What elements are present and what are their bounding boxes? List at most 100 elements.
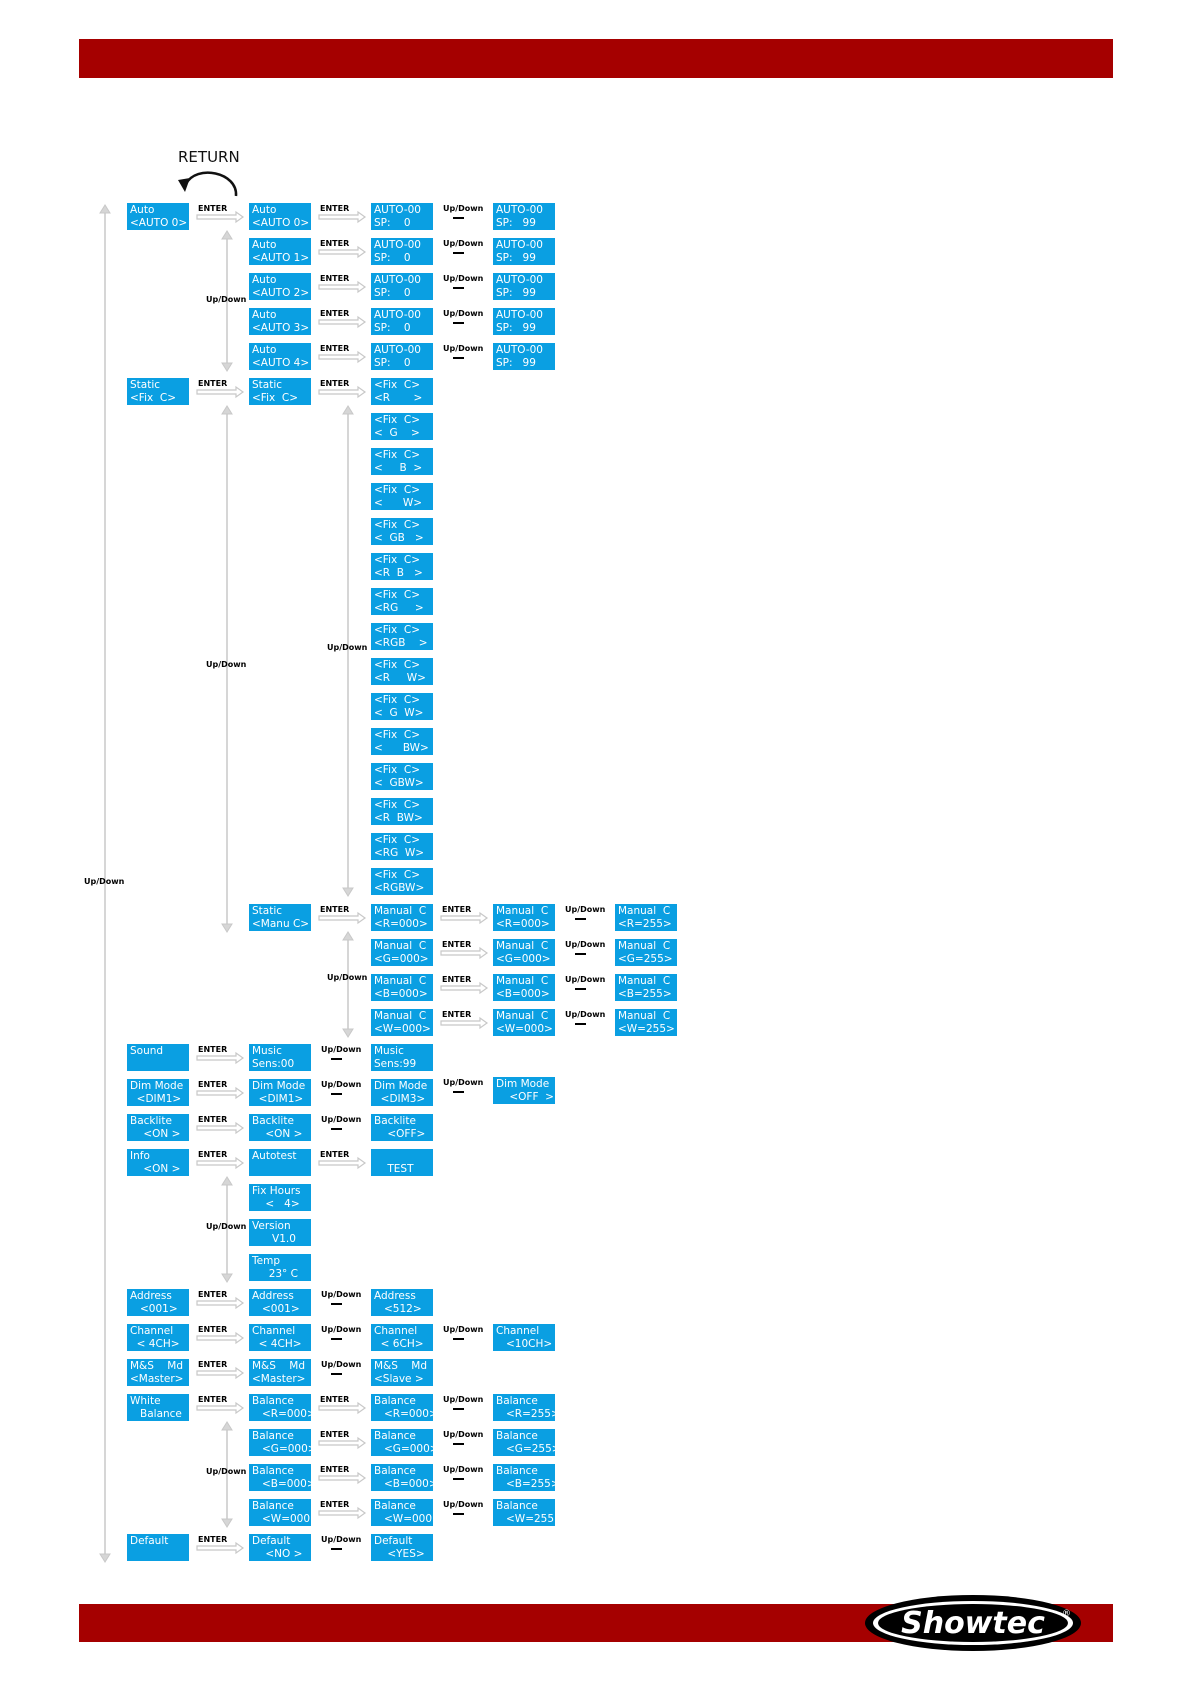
updown-label: Up/Down <box>443 1078 484 1087</box>
updown-label: Up/Down <box>443 1325 484 1334</box>
enter-label: ENTER <box>198 1115 228 1124</box>
balance-updown-label: Up/Down <box>206 1467 247 1476</box>
enter-arrow <box>196 210 245 224</box>
enter-label: ENTER <box>198 1290 228 1299</box>
default-box: Default <NO > <box>249 1534 311 1561</box>
static-manual-box: Static <Manu C> <box>249 904 311 931</box>
updown-label: Up/Down <box>321 1360 362 1369</box>
balance-box: Balance <B=000> <box>249 1464 311 1491</box>
manual-color-max-box: Manual C <G=255> <box>615 939 677 966</box>
main-updown-arrow <box>99 204 111 1563</box>
enter-arrow <box>318 1436 367 1450</box>
updown-dash-mark <box>331 1548 342 1550</box>
enter-label: ENTER <box>442 940 472 949</box>
updown-dash-mark <box>453 1478 464 1480</box>
enter-label: ENTER <box>198 1080 228 1089</box>
enter-arrow <box>318 1471 367 1485</box>
balance-max-box: Balance <G=255> <box>493 1429 555 1456</box>
enter-label: ENTER <box>320 274 350 283</box>
enter-arrow <box>318 911 367 925</box>
auto-updown-arrow <box>221 230 233 372</box>
manual-updown-label: Up/Down <box>327 973 368 982</box>
auto-speed-max-box: AUTO-00 SP: 99 <box>493 273 555 300</box>
balance-updown-arrow <box>221 1421 233 1528</box>
return-arrow-head <box>178 178 190 192</box>
manual-color-max-box: Manual C <W=255> <box>615 1009 677 1036</box>
enter-label: ENTER <box>320 1465 350 1474</box>
enter-label: ENTER <box>320 204 350 213</box>
fix-color-box: <Fix C> < BW> <box>371 728 433 755</box>
fix-color-updown-label: Up/Down <box>327 643 368 652</box>
menu-white-balance-root: White Balance <box>127 1394 189 1421</box>
logo-registered-mark: ® <box>1062 1609 1071 1619</box>
menu-address-root: Address <001> <box>127 1289 189 1316</box>
sound-sens-max-box: Music Sens:99 <box>371 1044 433 1071</box>
manual-color-box: Manual C <B=000> <box>371 974 433 1001</box>
backlite-box: Backlite <ON > <box>249 1114 311 1141</box>
menu-static-root: Static <Fix C> <box>127 378 189 405</box>
updown-dash-mark <box>453 1443 464 1445</box>
info-test-box: TEST <box>371 1149 433 1176</box>
enter-arrow <box>196 385 245 399</box>
fix-color-box: <Fix C> <R BW> <box>371 798 433 825</box>
return-label: RETURN <box>178 148 240 166</box>
enter-arrow <box>318 280 367 294</box>
fix-color-box: <Fix C> < G > <box>371 413 433 440</box>
balance-value-box: Balance <R=000> <box>371 1394 433 1421</box>
info-updown-label: Up/Down <box>206 1222 247 1231</box>
balance-value-box: Balance <W=000> <box>371 1499 433 1526</box>
sound-sens-min-box: Music Sens:00 <box>249 1044 311 1071</box>
static-updown-label: Up/Down <box>206 660 247 669</box>
auto-program-box: Auto <AUTO 2> <box>249 273 311 300</box>
enter-label: ENTER <box>320 309 350 318</box>
updown-label: Up/Down <box>443 1430 484 1439</box>
updown-dash-mark <box>453 322 464 324</box>
enter-arrow <box>440 981 489 995</box>
fix-color-box: <Fix C> <RGBW> <box>371 868 433 895</box>
enter-label: ENTER <box>320 905 350 914</box>
static-fix-box: Static <Fix C> <box>249 378 311 405</box>
default-box: Default <YES> <box>371 1534 433 1561</box>
enter-arrow <box>196 1086 245 1100</box>
updown-dash-mark <box>331 1338 342 1340</box>
balance-value-box: Balance <B=000> <box>371 1464 433 1491</box>
enter-arrow <box>318 350 367 364</box>
master-slave-box: M&S Md <Slave > <box>371 1359 433 1386</box>
updown-dash-mark <box>453 252 464 254</box>
enter-arrow <box>318 210 367 224</box>
manual-color-value-box: Manual C <B=000> <box>493 974 555 1001</box>
auto-program-box: Auto <AUTO 1> <box>249 238 311 265</box>
fix-color-box: <Fix C> < GB > <box>371 518 433 545</box>
menu-backlite-root: Backlite <ON > <box>127 1114 189 1141</box>
fix-color-box: <Fix C> < W> <box>371 483 433 510</box>
balance-value-box: Balance <G=000> <box>371 1429 433 1456</box>
updown-dash-mark <box>575 953 586 955</box>
showtec-logo: Showtec ® <box>862 1592 1084 1654</box>
menu-auto-root: Auto <AUTO 0> <box>127 203 189 230</box>
enter-label: ENTER <box>198 1535 228 1544</box>
enter-label: ENTER <box>198 1360 228 1369</box>
backlite-box: Backlite <OFF> <box>371 1114 433 1141</box>
enter-label: ENTER <box>320 239 350 248</box>
enter-arrow <box>196 1296 245 1310</box>
updown-label: Up/Down <box>443 1500 484 1509</box>
auto-program-box: Auto <AUTO 4> <box>249 343 311 370</box>
balance-max-box: Balance <W=255> <box>493 1499 555 1526</box>
enter-arrow <box>196 1401 245 1415</box>
enter-label: ENTER <box>198 1150 228 1159</box>
balance-box: Balance <G=000> <box>249 1429 311 1456</box>
auto-speed-max-box: AUTO-00 SP: 99 <box>493 308 555 335</box>
enter-arrow <box>196 1121 245 1135</box>
enter-label: ENTER <box>442 1010 472 1019</box>
enter-label: ENTER <box>442 905 472 914</box>
enter-arrow <box>318 385 367 399</box>
info-updown-arrow <box>221 1176 233 1283</box>
enter-arrow <box>318 1401 367 1415</box>
auto-speed-min-box: AUTO-00 SP: 0 <box>371 343 433 370</box>
manual-color-value-box: Manual C <G=000> <box>493 939 555 966</box>
enter-arrow <box>318 245 367 259</box>
updown-dash-mark <box>331 1373 342 1375</box>
fix-color-box: <Fix C> <RG > <box>371 588 433 615</box>
